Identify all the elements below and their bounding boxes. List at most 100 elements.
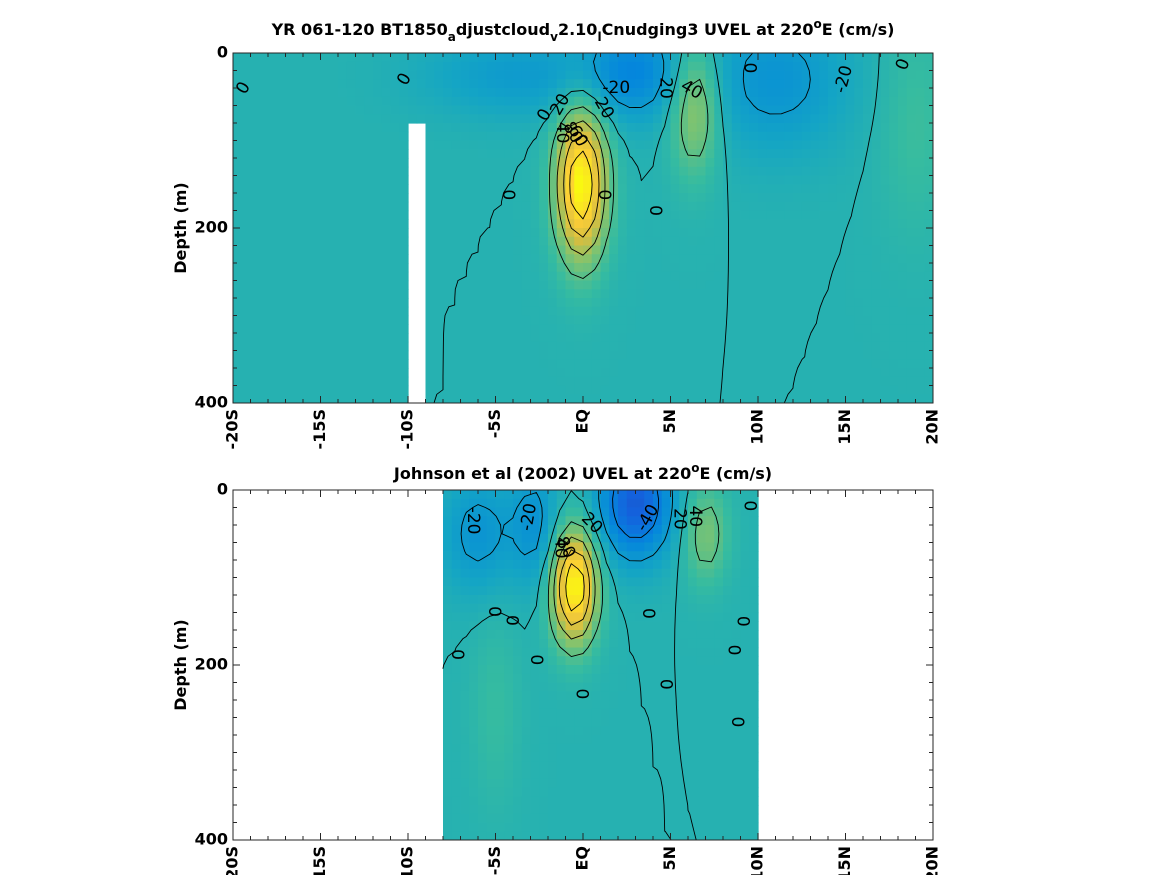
field-cell [469, 516, 479, 526]
field-cell [513, 507, 523, 517]
field-cell [495, 647, 505, 657]
field-cell [731, 498, 742, 509]
field-cell [740, 796, 750, 806]
field-cell [880, 245, 890, 255]
field-cell [749, 219, 759, 229]
field-cell [661, 673, 672, 684]
field-cell [854, 341, 864, 352]
field-cell [635, 656, 645, 666]
field-cell [591, 752, 602, 762]
field-cell [530, 752, 540, 762]
field-cell [425, 280, 435, 290]
field-cell [714, 796, 724, 806]
field-cell [626, 752, 637, 762]
field-cell [679, 621, 689, 631]
field-cell [731, 796, 742, 806]
field-cell [408, 88, 418, 98]
field-cell [653, 752, 663, 762]
field-cell [355, 184, 365, 194]
field-cell [469, 394, 479, 403]
field-cell [381, 385, 392, 395]
field-cell [268, 385, 278, 395]
field-cell [469, 551, 479, 561]
field-cell [504, 394, 514, 403]
field-cell [600, 778, 610, 789]
field-cell [591, 577, 602, 587]
field-cell [863, 289, 873, 299]
field-cell [696, 193, 707, 203]
field-cell [618, 542, 628, 552]
field-cell [731, 263, 742, 273]
field-cell [495, 708, 505, 719]
field-cell [451, 551, 462, 561]
field-cell [723, 586, 733, 596]
field-cell [548, 193, 558, 203]
field-cell [635, 822, 645, 832]
field-cell [775, 210, 785, 220]
field-cell [373, 306, 383, 317]
field-cell [653, 665, 663, 675]
field-cell [451, 568, 462, 579]
field-cell [233, 131, 243, 142]
field-cell [268, 350, 278, 360]
field-cell [565, 691, 575, 701]
field-cell [233, 306, 243, 317]
field-cell [355, 96, 365, 107]
field-cell [469, 289, 479, 299]
field-cell [618, 743, 628, 754]
field-cell [696, 350, 707, 360]
field-cell [451, 333, 462, 343]
field-cell [539, 507, 549, 517]
field-cell [513, 254, 523, 264]
field-cell [478, 70, 488, 80]
field-cell [285, 175, 295, 185]
field-cell [381, 114, 392, 124]
field-cell [285, 315, 295, 325]
field-cell [618, 577, 628, 587]
field-cell [539, 638, 549, 649]
field-cell [583, 114, 593, 124]
plot-frame [232, 489, 934, 841]
field-cell [434, 271, 444, 282]
field-cell [749, 193, 759, 203]
field-cell [889, 350, 899, 360]
field-cell [609, 368, 619, 378]
field-cell [320, 114, 330, 124]
field-cell [259, 289, 269, 299]
field-cell [705, 341, 715, 352]
field-cell [530, 333, 540, 343]
field-cell [373, 315, 383, 325]
field-cell [784, 61, 794, 72]
field-cell [723, 210, 733, 220]
field-cell [653, 691, 663, 701]
field-cell [259, 341, 269, 352]
field-cell [574, 577, 584, 587]
field-cell [880, 158, 890, 168]
field-cell [723, 630, 733, 640]
field-cell [801, 306, 812, 317]
field-cell [486, 385, 497, 395]
field-cell [600, 752, 610, 762]
field-cell [749, 778, 759, 789]
field-cell [644, 603, 654, 614]
field-cell [574, 761, 584, 771]
field-cell [276, 105, 287, 115]
field-cell [644, 368, 654, 378]
field-cell [758, 324, 768, 334]
field-cell [749, 96, 759, 107]
field-cell [521, 123, 532, 133]
field-cell [609, 665, 619, 675]
field-cell [766, 70, 777, 80]
field-cell [504, 254, 514, 264]
field-cell [338, 341, 348, 352]
field-cell [626, 306, 637, 317]
field-cell [574, 542, 584, 552]
field-cell [583, 175, 593, 185]
field-cell [618, 603, 628, 614]
field-cell [434, 131, 444, 142]
field-cell [731, 700, 742, 710]
field-cell [723, 376, 733, 387]
field-cell [740, 831, 750, 840]
field-cell [539, 228, 549, 238]
field-cell [898, 201, 908, 212]
